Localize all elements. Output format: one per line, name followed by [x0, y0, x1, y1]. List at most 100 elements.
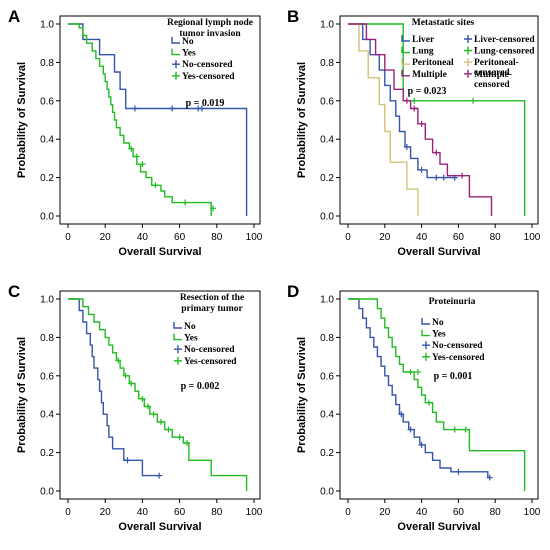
censor-mark	[198, 105, 205, 112]
legend-item: No-censored	[174, 345, 235, 355]
x-tick-label: 80	[211, 507, 223, 518]
panel-letter: A	[8, 7, 20, 26]
censor-mark	[156, 472, 163, 479]
y-tick-label: 0.8	[320, 333, 334, 344]
legend-item: Lung-censored	[464, 47, 535, 57]
x-axis-title: Overall Survival	[397, 521, 480, 533]
legend-title: primary tumor	[181, 304, 243, 314]
legend-label: Multiple	[412, 70, 447, 80]
censor-mark	[462, 426, 469, 433]
survival-curve	[348, 23, 455, 179]
legend-line-symbol	[401, 58, 410, 65]
censor-mark	[433, 149, 440, 156]
legend-line-symbol	[401, 46, 410, 54]
x-axis-title: Overall Survival	[397, 246, 480, 258]
y-tick-label: 0.8	[40, 58, 54, 69]
x-tick-label: 0	[65, 232, 71, 243]
survival-curve	[68, 23, 212, 216]
censor-mark	[128, 380, 135, 387]
censor-mark	[486, 474, 493, 481]
y-axis-title: Probability of Survival	[296, 337, 308, 453]
legend-item: No	[171, 37, 194, 47]
p-value: p = 0.002	[181, 381, 220, 392]
legend-line-symbol	[171, 37, 180, 44]
x-tick-label: 20	[100, 507, 112, 518]
censor-mark	[122, 372, 129, 379]
y-tick-label: 0.0	[320, 212, 334, 223]
y-tick-label: 1.0	[40, 20, 54, 31]
y-tick-label: 0.4	[40, 410, 54, 421]
y-tick-label: 0.2	[320, 173, 334, 184]
censor-mark	[133, 153, 140, 160]
y-tick-label: 0.2	[40, 173, 54, 184]
legend-label: Liver	[412, 35, 435, 45]
x-axis-title: Overall Survival	[118, 246, 201, 258]
panel-letter: D	[287, 282, 299, 301]
x-tick-label: 100	[524, 232, 541, 243]
legend-censor-symbol	[174, 356, 182, 365]
x-tick-label: 80	[490, 232, 502, 243]
legend-item: Yes	[171, 49, 196, 59]
legend-censor-symbol	[464, 58, 472, 67]
y-tick-label: 0.0	[40, 212, 54, 223]
x-tick-label: 80	[211, 232, 223, 243]
censor-mark	[182, 199, 189, 206]
x-tick-label: 100	[524, 507, 541, 518]
legend-label: No-censored	[432, 341, 483, 351]
legend-line-symbol	[173, 322, 182, 329]
legend-item: Peritoneal-censored	[464, 58, 519, 78]
censor-mark	[150, 411, 157, 418]
legend-label: Liver-censored	[474, 35, 535, 45]
series-yes	[348, 298, 526, 491]
x-tick-label: 20	[379, 232, 391, 243]
censor-mark	[158, 418, 164, 425]
legend-item: Liver-censored	[464, 35, 535, 45]
survival-curve	[348, 23, 493, 216]
censor-mark	[455, 468, 462, 475]
legend-line-symbol	[401, 35, 410, 42]
y-axis-title: Probability of Survival	[296, 62, 308, 178]
legend-item: No-censored	[172, 60, 233, 70]
censor-mark	[407, 368, 414, 375]
x-tick-label: 40	[137, 232, 149, 243]
x-tick-label: 0	[345, 232, 351, 243]
x-tick-label: 0	[65, 507, 71, 518]
legend-label: censored	[474, 80, 510, 90]
censor-mark	[169, 105, 176, 112]
legend-censor-symbol	[422, 341, 430, 350]
y-tick-label: 0.4	[40, 135, 54, 146]
legend-censor-symbol	[174, 345, 182, 354]
legend-censor-symbol	[464, 46, 472, 55]
y-axis-title: Probability of Survival	[16, 337, 28, 453]
legend-label: Yes	[432, 330, 446, 340]
y-tick-label: 0.6	[320, 96, 334, 107]
legend-label: No-censored	[182, 60, 233, 70]
legend-censor-symbol	[464, 69, 472, 78]
y-tick-label: 0.6	[320, 371, 334, 382]
legend-item: No	[421, 318, 444, 328]
legend-line-symbol	[421, 318, 430, 325]
survival-curve	[68, 23, 248, 216]
legend-item: Yes-censored	[172, 71, 235, 82]
x-tick-label: 80	[490, 507, 502, 518]
series-multiple	[348, 23, 493, 216]
series-no	[68, 298, 163, 479]
censor-mark	[411, 105, 418, 112]
panel-c: C 0 20 40 60 80 100 0.0 0.2 0.4 0.6 0.8 1.0 Overall S…	[8, 282, 263, 533]
legend-label: Yes	[182, 49, 196, 59]
x-tick-label: 0	[345, 507, 351, 518]
x-tick-label: 100	[246, 232, 263, 243]
censor-mark	[115, 357, 122, 364]
censor-mark	[139, 161, 146, 168]
x-tick-label: 20	[100, 232, 112, 243]
legend-line-symbol	[421, 329, 430, 337]
legend-label: No-censored	[184, 345, 235, 355]
legend-item: Lung	[401, 46, 434, 57]
panel-letter: B	[287, 7, 299, 26]
legend-label: Multiple-	[474, 70, 512, 80]
legend-label: No	[184, 322, 196, 332]
survival-curve	[348, 298, 526, 491]
